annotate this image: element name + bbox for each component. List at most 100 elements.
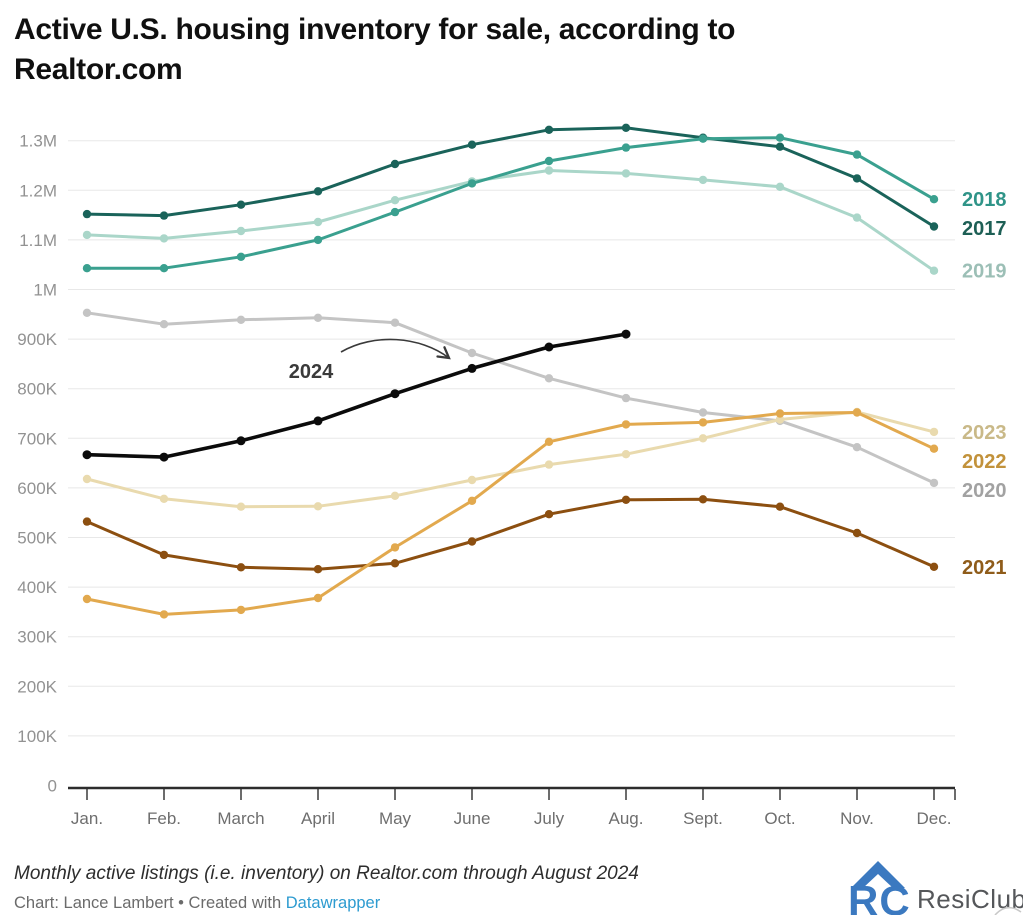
x-axis-tick-label: March [217, 809, 264, 828]
datawrapper-link[interactable]: Datawrapper [285, 894, 381, 912]
series-label-2023: 2023 [962, 422, 1007, 444]
series-point-2021 [852, 528, 862, 538]
series-point-2022 [544, 437, 554, 446]
series-point-2017 [544, 125, 554, 134]
series-point-2022 [698, 418, 708, 427]
series-point-2019 [775, 182, 785, 191]
y-axis-tick-label: 800K [17, 380, 57, 399]
series-point-2018 [852, 150, 862, 159]
series-point-2021 [544, 510, 554, 519]
series-point-2021 [467, 537, 477, 546]
series-point-2023 [775, 415, 785, 424]
series-point-2022 [621, 420, 631, 429]
series-point-2023 [929, 427, 939, 437]
series-point-2020 [698, 408, 708, 417]
series-line-2018 [85, 136, 936, 270]
series-point-2022 [236, 605, 246, 615]
series-point-2019 [929, 266, 939, 275]
series-point-2023 [467, 475, 477, 485]
series-point-2022 [467, 496, 477, 505]
series-point-2017 [82, 209, 92, 219]
y-axis-tick-label: 100K [17, 727, 57, 746]
series-point-2018 [159, 264, 169, 273]
series-point-2021 [775, 502, 785, 511]
series-point-2020 [852, 443, 862, 452]
series-point-2019 [390, 196, 400, 205]
page-title: Active U.S. housing inventory for sale, … [14, 13, 736, 86]
series-point-2022 [775, 409, 785, 418]
series-point-2023 [698, 434, 708, 443]
series-point-2017 [236, 200, 246, 209]
y-axis-tick-label: 300K [17, 628, 57, 647]
series-label-2018: 2018 [962, 189, 1007, 211]
series-point-2018 [390, 207, 400, 217]
series-point-2019 [698, 175, 708, 185]
series-point-2017 [929, 222, 939, 231]
series-point-2021 [621, 495, 631, 504]
series-point-2021 [82, 517, 92, 526]
x-axis-tick-label: Sept. [683, 809, 723, 828]
series-point-2020 [544, 374, 554, 383]
chart-svg: 1.3M 1.2M 1.1M 1M 900K 800K 700K 600K 500K 400K 30… [17, 123, 1007, 828]
y-axis-tick-label: 400K [17, 578, 57, 597]
series-point-2017 [852, 174, 862, 183]
series-point-2022 [159, 610, 169, 619]
house-icon [851, 861, 905, 888]
y-axis-tick-label: 1.1M [19, 231, 57, 250]
series-label-2017: 2017 [962, 218, 1007, 240]
series-line-2019 [85, 169, 936, 273]
series-point-2020 [467, 348, 477, 358]
series-point-2020 [621, 393, 631, 403]
series-point-2023 [82, 474, 92, 484]
series-point-2024 [544, 342, 554, 352]
y-axis-tick-label: 600K [17, 479, 57, 498]
y-axis-tick-label: 200K [17, 677, 57, 696]
x-axis-tick-label: May [379, 809, 412, 828]
series-point-2020 [313, 313, 323, 322]
series-line-2020 [85, 311, 936, 485]
series-point-2023 [159, 494, 169, 503]
series-point-2022 [929, 444, 939, 453]
y-axis-tick-label: 500K [17, 529, 57, 548]
y-axis-tick-label: 0 [48, 777, 57, 796]
series-point-2021 [698, 495, 708, 504]
series-point-2018 [544, 156, 554, 166]
series-line-2022 [85, 411, 936, 616]
series-point-2018 [313, 235, 323, 245]
series-point-2022 [852, 408, 862, 417]
series-point-2022 [313, 593, 323, 603]
series-line-2023 [85, 410, 936, 509]
series-point-2017 [775, 142, 785, 151]
series-point-2024 [390, 389, 400, 399]
series-point-2023 [313, 502, 323, 511]
series-point-2017 [390, 159, 400, 169]
resiclub-logo: RC ResiClub [848, 861, 1023, 915]
series-point-2023 [544, 460, 554, 469]
x-axis-tick-label: Dec. [917, 809, 952, 828]
series-point-2018 [621, 143, 631, 152]
series-point-2019 [159, 234, 169, 243]
series-label-2021: 2021 [962, 557, 1007, 579]
series-line-2021 [85, 497, 936, 571]
series-point-2017 [159, 211, 169, 220]
series-point-2017 [621, 123, 631, 132]
series-point-2023 [621, 450, 631, 459]
series-label-2019: 2019 [962, 261, 1007, 283]
x-axis-tick-label: Aug. [609, 809, 644, 828]
series-point-2022 [82, 594, 92, 604]
y-axis-tick-label: 1M [33, 281, 57, 300]
series-point-2024 [621, 329, 631, 339]
series-point-2018 [82, 264, 92, 273]
series-point-2024 [159, 452, 169, 462]
resiclub-wordmark: ResiClub [917, 884, 1023, 914]
series-point-2019 [82, 230, 92, 240]
series-point-2023 [390, 491, 400, 500]
series-point-2021 [313, 565, 323, 574]
annotation-arrow [340, 338, 451, 360]
series-point-2021 [929, 562, 939, 571]
series-point-2024 [313, 416, 323, 426]
series-label-2020: 2020 [962, 480, 1007, 502]
x-axis-tick-label: Oct. [764, 809, 795, 828]
x-axis-tick-label: April [301, 809, 335, 828]
